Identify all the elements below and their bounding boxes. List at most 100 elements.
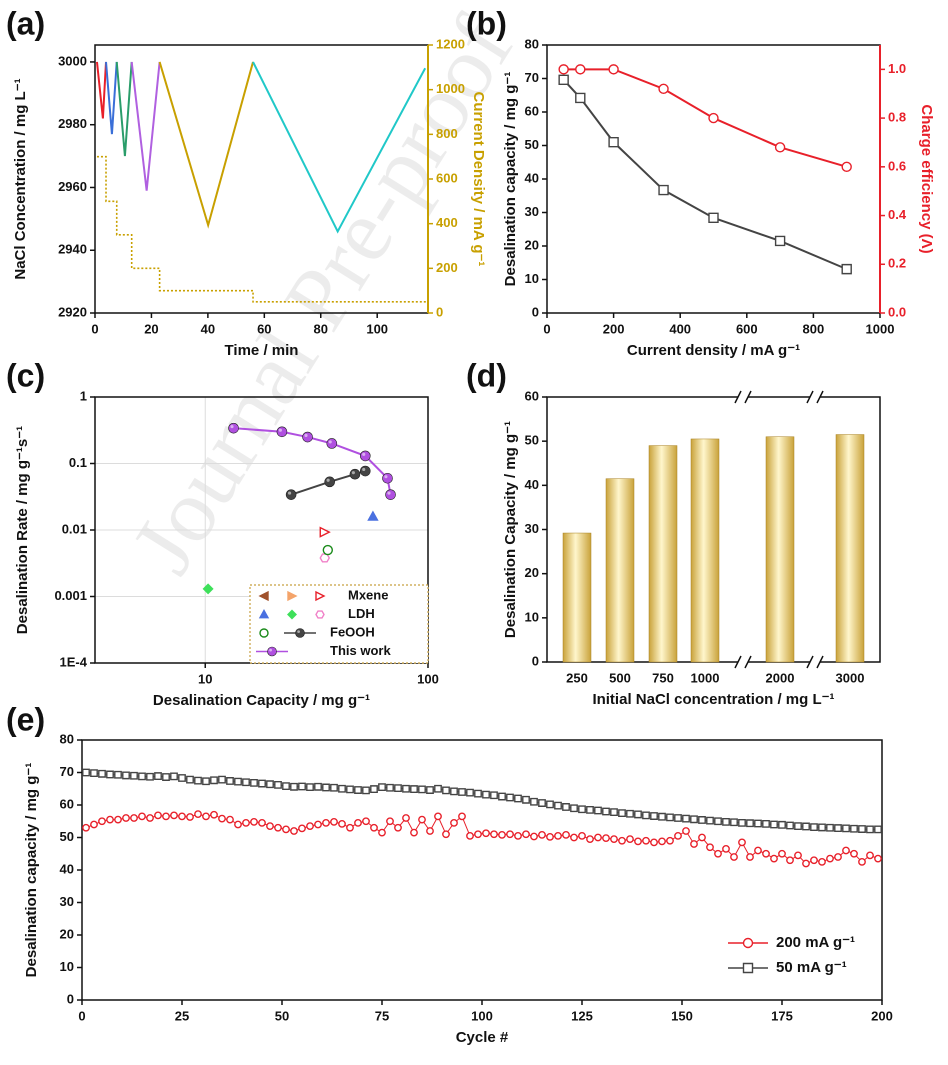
marker <box>287 590 298 602</box>
marker <box>690 840 698 848</box>
marker <box>498 792 506 801</box>
marker <box>618 809 626 818</box>
marker <box>575 64 586 75</box>
legend-box <box>249 584 429 664</box>
legend-label: This work <box>330 643 391 658</box>
x-tick-label: 1000 <box>691 670 720 685</box>
marker <box>738 818 746 827</box>
marker <box>826 823 834 832</box>
marker <box>178 812 186 821</box>
marker <box>290 782 298 791</box>
marker <box>642 836 650 845</box>
bar <box>648 445 678 663</box>
x-tick-label: 0 <box>78 1008 85 1023</box>
y2-tick-label: 0.8 <box>888 110 906 125</box>
marker <box>610 808 618 817</box>
marker <box>394 784 402 792</box>
x-axis-label: Time / min <box>225 342 299 359</box>
axis-break-gap <box>810 659 820 665</box>
marker <box>458 812 466 821</box>
marker <box>146 772 154 781</box>
marker <box>706 843 714 852</box>
marker <box>762 819 770 828</box>
x-tick-label: 200 <box>603 321 625 336</box>
y-axis-label: NaCl Concentration / mg L⁻¹ <box>12 78 29 279</box>
y2-tick-label: 1200 <box>436 36 465 51</box>
marker <box>138 812 146 821</box>
y2-axis-label: Charge efficiency (Λ) <box>918 104 935 253</box>
x-tick-label: 175 <box>771 1008 793 1023</box>
marker <box>506 830 514 839</box>
marker <box>258 590 269 602</box>
marker <box>302 431 313 443</box>
x-tick-label: 25 <box>175 1008 189 1023</box>
marker <box>746 819 754 828</box>
x-axis-label: Current density / mA g⁻¹ <box>627 342 800 359</box>
marker <box>834 853 842 861</box>
marker <box>826 854 834 863</box>
marker <box>608 136 619 148</box>
marker <box>154 811 162 820</box>
x-axis-label: Initial NaCl concentration / mg L⁻¹ <box>592 691 834 708</box>
marker <box>218 775 226 784</box>
marker <box>774 142 786 153</box>
bar <box>765 436 795 663</box>
marker <box>450 787 458 796</box>
y-tick-label: 10 <box>525 609 539 624</box>
marker <box>276 426 288 438</box>
marker <box>146 814 154 822</box>
marker <box>259 628 269 638</box>
marker <box>586 835 594 844</box>
y2-tick-label: 400 <box>436 215 458 230</box>
marker <box>810 823 818 831</box>
y-tick-label: 20 <box>525 237 539 252</box>
marker <box>250 779 258 787</box>
marker <box>324 476 335 488</box>
marker-highlight <box>304 433 308 438</box>
legend-label: 50 mA g⁻¹ <box>776 959 847 976</box>
marker-highlight <box>328 440 332 444</box>
marker <box>90 820 98 829</box>
marker <box>362 786 370 795</box>
marker <box>522 830 530 839</box>
marker <box>834 824 842 832</box>
x-tick-label: 500 <box>609 670 631 685</box>
marker <box>359 465 371 477</box>
y-tick-label: 10 <box>525 271 539 286</box>
marker <box>674 831 682 840</box>
marker <box>754 819 762 828</box>
marker <box>266 822 274 831</box>
marker <box>602 834 610 843</box>
marker <box>474 830 482 839</box>
panel-label: (e) <box>6 701 45 737</box>
marker <box>378 783 386 792</box>
marker <box>842 824 850 833</box>
y-tick-label: 0 <box>532 653 539 668</box>
axis-break <box>744 390 752 404</box>
marker <box>708 112 719 124</box>
x-tick-label: 100 <box>471 1008 493 1023</box>
legend-label: Mxene <box>348 587 388 602</box>
y-tick-label: 20 <box>525 565 539 580</box>
marker <box>562 831 570 839</box>
marker <box>714 849 722 858</box>
marker <box>82 768 90 777</box>
marker <box>194 810 202 818</box>
marker <box>282 782 290 791</box>
panel-label: (b) <box>466 5 507 41</box>
marker <box>359 450 371 462</box>
y-tick-label: 80 <box>60 731 74 746</box>
y-axis-label: Desalination capacity / mg g⁻¹ <box>23 763 40 978</box>
series-line <box>85 772 878 830</box>
marker <box>490 791 498 800</box>
marker <box>626 809 634 818</box>
y-tick-label: 60 <box>525 388 539 403</box>
series-line <box>130 61 161 191</box>
marker <box>666 813 674 822</box>
x-tick-label: 0 <box>543 321 550 336</box>
series-line <box>105 61 118 135</box>
y-tick-label: 0.1 <box>69 455 87 470</box>
marker <box>514 794 522 803</box>
marker <box>714 817 722 826</box>
marker <box>778 849 786 858</box>
